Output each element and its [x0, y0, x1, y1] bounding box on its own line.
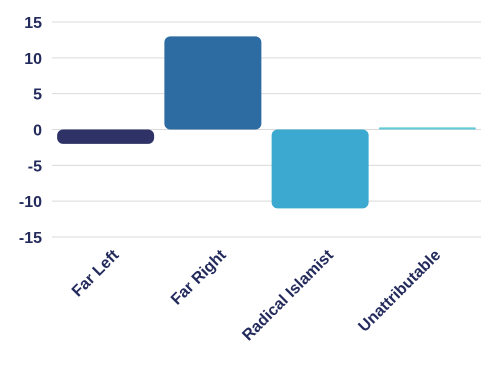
bar-far-left — [57, 129, 155, 144]
bars — [57, 36, 476, 209]
x-category-label: Far Left — [69, 246, 123, 300]
y-tick-label: -5 — [28, 158, 42, 175]
y-axis-tick-labels: 15 10 5 0 -5 -10 -15 — [19, 15, 42, 247]
y-tick-label: -10 — [19, 194, 42, 211]
y-tick-label: 15 — [24, 15, 42, 32]
x-category-label: Far Right — [168, 246, 230, 308]
x-axis-category-labels: Far Left Far Right Radical Islamist Unattri… — [69, 246, 444, 344]
x-category-label: Radical Islamist — [239, 246, 337, 344]
bar-far-right — [164, 36, 262, 130]
bar-radical-islamist — [271, 129, 369, 209]
y-tick-label: 5 — [33, 87, 42, 104]
bar-unattributable — [378, 127, 476, 130]
x-category-label: Unattributable — [355, 247, 444, 336]
y-tick-label: 10 — [24, 51, 42, 68]
y-tick-label: 0 — [33, 123, 42, 140]
y-tick-label: -15 — [19, 230, 42, 247]
